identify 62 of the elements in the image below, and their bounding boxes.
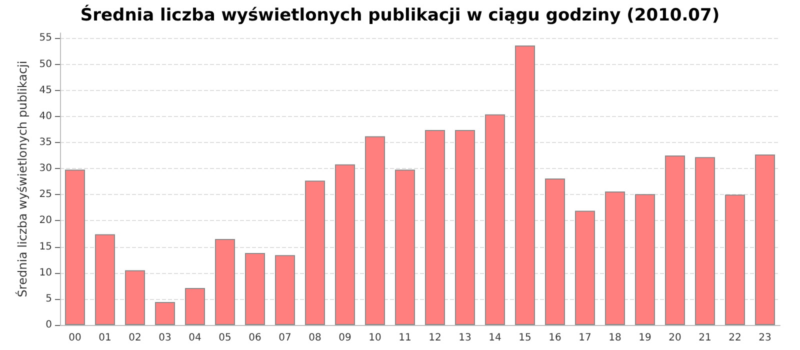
- bar: [215, 238, 235, 325]
- bar: [125, 270, 145, 325]
- x-tick-label: 22: [728, 332, 742, 344]
- x-tick-label: 04: [188, 332, 202, 344]
- bar: [455, 130, 475, 325]
- x-tick-label: 21: [698, 332, 712, 344]
- bar: [95, 234, 115, 325]
- y-tick-label: 40: [39, 110, 52, 122]
- y-tick-label: 50: [39, 58, 52, 70]
- bar: [605, 192, 625, 325]
- y-tick-label: 35: [39, 137, 52, 148]
- y-tick-label: 15: [39, 241, 52, 252]
- x-tick-label: 11: [398, 332, 412, 344]
- x-tick-label: 16: [548, 332, 562, 344]
- x-tick-label: 13: [458, 332, 472, 344]
- x-tick-label: 03: [158, 332, 172, 344]
- x-tick-label: 02: [128, 332, 142, 344]
- y-tick-label: 10: [39, 267, 52, 278]
- bar: [65, 170, 85, 325]
- bar: [575, 210, 595, 325]
- y-tick-label: 45: [39, 84, 52, 96]
- bar: [515, 46, 535, 325]
- x-tick-label: 15: [518, 332, 532, 344]
- x-tick-label: 20: [668, 332, 682, 344]
- x-tick-label: 07: [278, 332, 292, 344]
- bar: [365, 136, 385, 325]
- chart-title: Średnia liczba wyświetlonych publikacji w ciągu godziny (2010.07): [80, 4, 720, 26]
- bar: [395, 170, 415, 325]
- x-tick-label: 09: [338, 332, 352, 344]
- bar: [335, 164, 355, 325]
- x-tick-label: 08: [308, 332, 322, 344]
- bar: [695, 157, 715, 325]
- y-tick-label: 55: [39, 32, 52, 44]
- y-tick-label: 20: [39, 215, 52, 226]
- bar: [155, 302, 175, 325]
- bar: [275, 255, 295, 325]
- x-tick-label: 00: [68, 332, 82, 344]
- x-tick-label: 23: [758, 332, 772, 344]
- x-tick-label: 05: [218, 332, 232, 344]
- x-tick-label: 19: [638, 332, 652, 344]
- y-tick-label: 5: [46, 293, 52, 304]
- x-tick-label: 14: [488, 332, 502, 344]
- bar: [305, 180, 325, 325]
- bar: [635, 194, 655, 325]
- bar: [665, 156, 685, 325]
- x-tick-label: 10: [368, 332, 382, 344]
- y-axis-title: Średnia liczba wyświetlonych publikacji: [14, 60, 30, 298]
- bar: [755, 154, 775, 325]
- bar: [425, 130, 445, 325]
- bar: [485, 114, 505, 325]
- y-tick-label: 25: [39, 189, 52, 200]
- x-tick-label: 12: [428, 332, 442, 344]
- bar: [245, 253, 265, 325]
- bar: [545, 178, 565, 325]
- bar: [185, 288, 205, 325]
- y-tick-label: 0: [46, 320, 52, 330]
- y-tick-label: 30: [39, 163, 52, 174]
- x-tick-label: 01: [98, 332, 112, 344]
- x-tick-label: 06: [248, 332, 262, 344]
- x-tick-label: 17: [578, 332, 592, 344]
- x-tick-label: 18: [608, 332, 622, 344]
- bar: [725, 194, 745, 325]
